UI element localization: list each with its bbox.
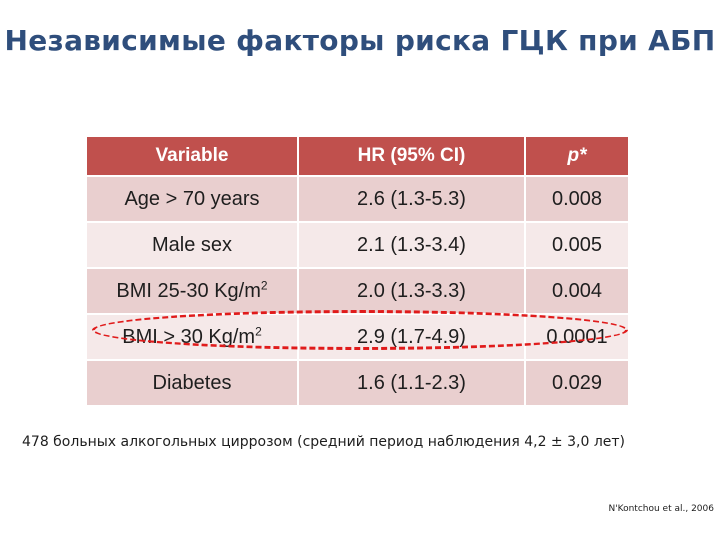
table-row-highlighted: BMI > 30 Kg/m2 2.9 (1.7-4.9) 0.0001 bbox=[85, 313, 630, 361]
citation: N'Kontchou et al., 2006 bbox=[608, 504, 714, 514]
table-row: Diabetes 1.6 (1.1-2.3) 0.029 bbox=[85, 359, 630, 407]
cell-variable-text: BMI 25-30 Kg/m bbox=[116, 279, 261, 302]
risk-factors-table: Variable HR (95% CI) p* Age > 70 years 2… bbox=[85, 135, 630, 407]
study-note: 478 больных алкогольных циррозом (средни… bbox=[22, 434, 626, 450]
cell-hr: 1.6 (1.1-2.3) bbox=[297, 359, 526, 407]
cell-hr: 2.9 (1.7-4.9) bbox=[297, 313, 526, 361]
table-row: Age > 70 years 2.6 (1.3-5.3) 0.008 bbox=[85, 175, 630, 223]
cell-p: 0.004 bbox=[524, 267, 630, 315]
cell-variable: Age > 70 years bbox=[85, 175, 299, 223]
cell-hr: 2.6 (1.3-5.3) bbox=[297, 175, 526, 223]
cell-variable: Male sex bbox=[85, 221, 299, 269]
cell-p: 0.0001 bbox=[524, 313, 630, 361]
table-header-row: Variable HR (95% CI) p* bbox=[85, 135, 630, 177]
cell-variable-text: BMI > 30 Kg/m bbox=[122, 325, 256, 348]
table-row: BMI 25-30 Kg/m2 2.0 (1.3-3.3) 0.004 bbox=[85, 267, 630, 315]
cell-variable: Diabetes bbox=[85, 359, 299, 407]
risk-factors-table-container: Variable HR (95% CI) p* Age > 70 years 2… bbox=[85, 135, 630, 407]
cell-hr: 2.0 (1.3-3.3) bbox=[297, 267, 526, 315]
cell-p: 0.008 bbox=[524, 175, 630, 223]
header-variable: Variable bbox=[85, 135, 299, 177]
cell-variable-superscript: 2 bbox=[255, 323, 262, 338]
cell-variable: BMI 25-30 Kg/m2 bbox=[85, 267, 299, 315]
cell-variable: BMI > 30 Kg/m2 bbox=[85, 313, 299, 361]
cell-hr: 2.1 (1.3-3.4) bbox=[297, 221, 526, 269]
table-row: Male sex 2.1 (1.3-3.4) 0.005 bbox=[85, 221, 630, 269]
cell-variable-superscript: 2 bbox=[260, 277, 268, 292]
slide-title: Независимые факторы риска ГЦК при АБП bbox=[4, 24, 716, 57]
cell-p: 0.029 bbox=[524, 359, 630, 407]
cell-p: 0.005 bbox=[524, 221, 630, 269]
header-hr: HR (95% CI) bbox=[297, 135, 526, 177]
header-p: p* bbox=[524, 135, 630, 177]
